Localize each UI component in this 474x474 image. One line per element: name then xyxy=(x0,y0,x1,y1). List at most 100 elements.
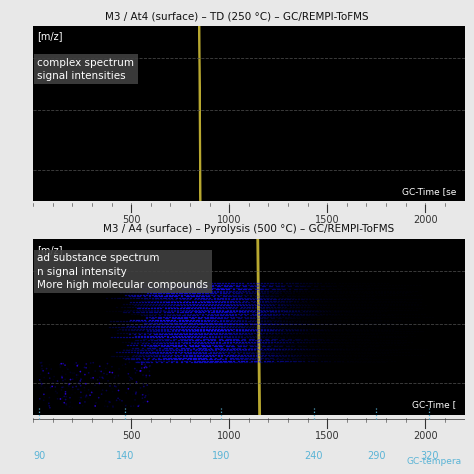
Point xyxy=(60,383,67,391)
Point xyxy=(76,380,83,388)
Point xyxy=(127,402,135,410)
Point xyxy=(73,362,81,370)
Point xyxy=(114,394,122,402)
Point xyxy=(56,363,64,371)
Point xyxy=(62,390,69,398)
Point xyxy=(103,387,110,394)
Point xyxy=(67,376,74,383)
Point xyxy=(75,379,82,387)
Point xyxy=(46,404,54,411)
Point xyxy=(86,364,93,372)
Point xyxy=(48,383,56,390)
Point xyxy=(138,392,146,399)
Point xyxy=(40,391,48,398)
Point xyxy=(142,374,150,381)
Point xyxy=(142,363,149,370)
Point xyxy=(52,388,59,395)
Point xyxy=(58,386,65,394)
Point xyxy=(91,367,99,375)
Point xyxy=(118,397,126,405)
Text: [m/z]: [m/z] xyxy=(37,245,63,255)
Point xyxy=(63,393,70,401)
Point xyxy=(137,367,145,374)
Point xyxy=(61,375,69,383)
Point xyxy=(59,360,67,367)
Point xyxy=(74,361,82,368)
Point xyxy=(111,372,119,380)
Point xyxy=(108,363,116,371)
Point xyxy=(133,380,140,388)
Point xyxy=(36,395,44,402)
Point xyxy=(46,361,53,368)
Text: 320: 320 xyxy=(420,451,438,462)
Point xyxy=(118,362,126,369)
Point xyxy=(45,400,53,407)
Point xyxy=(91,382,99,389)
Text: 2000: 2000 xyxy=(413,215,438,225)
Point xyxy=(54,395,61,402)
Point xyxy=(59,367,66,375)
Point xyxy=(139,399,147,406)
Point xyxy=(130,387,137,395)
Point xyxy=(122,401,130,409)
Point xyxy=(106,368,113,376)
Point xyxy=(74,371,82,379)
Point xyxy=(146,363,153,370)
Point xyxy=(115,365,123,373)
Point xyxy=(68,404,76,411)
Point xyxy=(37,359,45,367)
Text: 500: 500 xyxy=(122,215,140,225)
Point xyxy=(77,389,85,396)
Text: complex spectrum
signal intensities: complex spectrum signal intensities xyxy=(37,58,135,81)
Point xyxy=(126,376,134,384)
Point xyxy=(145,391,153,399)
Point xyxy=(73,383,80,390)
Point xyxy=(96,380,103,387)
Text: 1000: 1000 xyxy=(217,215,241,225)
Point xyxy=(65,382,73,390)
Point xyxy=(146,362,154,369)
Point xyxy=(83,392,91,400)
Point xyxy=(58,383,66,391)
Point xyxy=(140,367,148,375)
Point xyxy=(141,364,148,372)
Point xyxy=(139,371,147,379)
Point xyxy=(137,384,144,392)
Point xyxy=(61,379,69,387)
Point xyxy=(122,360,129,368)
Point xyxy=(142,392,149,400)
Point xyxy=(76,377,84,385)
Point xyxy=(87,374,95,382)
Text: 1500: 1500 xyxy=(315,431,339,441)
Point xyxy=(103,371,111,378)
Point xyxy=(96,367,103,374)
Point xyxy=(135,401,143,409)
Point xyxy=(109,388,117,395)
Point xyxy=(52,383,59,391)
Point xyxy=(88,377,95,384)
Point xyxy=(40,396,48,404)
Point xyxy=(146,372,154,379)
Point xyxy=(41,384,49,392)
Point xyxy=(101,402,109,410)
Point xyxy=(58,374,66,382)
Point xyxy=(196,49,203,57)
Point xyxy=(47,384,55,392)
Point xyxy=(135,402,142,410)
Point xyxy=(64,365,72,373)
Point xyxy=(102,397,109,405)
Point xyxy=(37,378,45,386)
Point xyxy=(132,389,140,396)
Point xyxy=(111,382,118,390)
Point xyxy=(85,386,92,393)
Point xyxy=(122,364,130,371)
Point xyxy=(77,375,85,383)
Point xyxy=(76,400,84,407)
Point xyxy=(61,361,69,369)
Point xyxy=(127,374,135,382)
Point xyxy=(95,394,102,401)
Point xyxy=(49,376,57,383)
Point xyxy=(62,371,70,378)
Point xyxy=(141,361,149,368)
Point xyxy=(104,377,112,384)
